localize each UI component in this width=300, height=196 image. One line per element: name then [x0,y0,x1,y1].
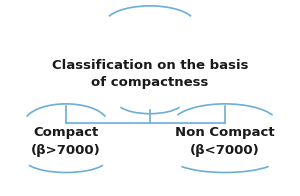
Text: Classification on the basis
of compactness: Classification on the basis of compactne… [52,59,248,90]
Text: Compact
(β>7000): Compact (β>7000) [31,126,101,157]
Text: Non Compact
(β<7000): Non Compact (β<7000) [175,126,275,157]
